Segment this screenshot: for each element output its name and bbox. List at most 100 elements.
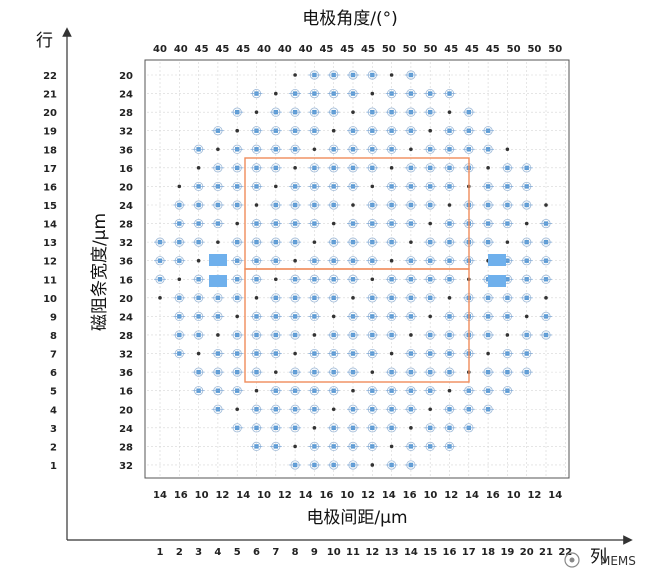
electrode-marker (250, 218, 263, 229)
electrode-marker (289, 404, 302, 414)
electrode-marker (312, 333, 317, 337)
electrode-marker (177, 277, 182, 282)
electrode-marker (501, 348, 514, 359)
electrode-marker (505, 333, 510, 337)
electrode-marker (274, 184, 278, 189)
electrode-marker (327, 441, 340, 451)
electrode-marker (366, 144, 379, 154)
spacing-tick-label: 14 (299, 490, 313, 501)
electrode-marker (211, 311, 224, 322)
electrode-marker (269, 330, 282, 340)
spacing-tick-label: 12 (527, 490, 541, 501)
angle-tick-label: 50 (403, 44, 417, 55)
electrode-marker (327, 200, 340, 210)
column-number-label: 8 (292, 547, 299, 558)
electrode-marker (424, 107, 437, 117)
column-number-label: 12 (365, 547, 379, 558)
width-tick-label: 24 (119, 312, 133, 323)
electrode-marker (462, 126, 475, 136)
electrode-marker (192, 367, 205, 377)
electrode-marker (501, 386, 514, 396)
electrode-marker (370, 91, 375, 96)
electrode-marker (366, 311, 379, 322)
electrode-marker (196, 166, 201, 170)
width-tick-label: 20 (119, 71, 133, 82)
electrode-marker (424, 237, 437, 247)
width-tick-label: 20 (119, 294, 133, 305)
electrode-marker (501, 311, 514, 322)
electrode-marker (443, 218, 456, 229)
angle-tick-label: 40 (278, 44, 292, 55)
electrode-marker (347, 274, 359, 284)
electrode-marker (482, 293, 495, 303)
electrode-marker (274, 277, 278, 282)
electrode-marker (308, 311, 321, 322)
width-tick-label: 28 (119, 220, 133, 231)
electrode-marker (308, 348, 321, 359)
electrode-marker (231, 348, 244, 359)
electrode-marker (269, 348, 282, 359)
row-number-label: 7 (50, 350, 57, 361)
electrode-marker (482, 311, 495, 322)
electrode-marker (235, 128, 239, 133)
electrode-marker (389, 351, 394, 356)
electrode-marker (404, 107, 417, 117)
electrode-marker (231, 256, 244, 266)
angle-tick-label: 50 (548, 44, 562, 55)
spacing-tick-label: 10 (257, 490, 271, 501)
width-tick-label: 28 (119, 108, 133, 119)
electrode-marker (404, 126, 417, 136)
width-tick-label: 36 (119, 257, 133, 268)
electrode-marker (250, 237, 263, 247)
electrode-marker (196, 258, 201, 263)
electrode-marker (269, 311, 282, 322)
electrode-marker (289, 237, 302, 247)
electrode-marker (254, 203, 259, 207)
width-tick-label: 28 (119, 331, 133, 342)
electrode-marker (385, 423, 398, 433)
width-tick-label: 32 (119, 350, 133, 361)
electrode-marker (250, 423, 263, 433)
column-number-label: 14 (404, 547, 418, 558)
electrode-marker (424, 200, 437, 210)
electrode-marker (482, 404, 495, 414)
electrode-marker (250, 274, 263, 284)
electrode-marker (327, 163, 340, 173)
column-number-label: 18 (481, 547, 495, 558)
electrode-marker (192, 330, 205, 340)
electrode-marker (347, 367, 359, 377)
electrode-marker (447, 110, 452, 114)
electrode-marker (424, 423, 437, 433)
spacing-tick-label: 10 (507, 490, 521, 501)
electrode-marker (173, 293, 186, 303)
electrode-marker (289, 107, 302, 117)
electrode-marker (462, 144, 475, 154)
column-number-label: 7 (272, 547, 279, 558)
spacing-tick-label: 16 (174, 490, 188, 501)
electrode-marker (289, 367, 302, 377)
electrode-marker (404, 181, 417, 192)
electrode-marker (443, 126, 456, 136)
electrode-marker (347, 311, 359, 322)
electrode-marker (424, 293, 437, 303)
column-number-label: 16 (443, 547, 457, 558)
electrode-marker (254, 110, 259, 114)
electrode-marker (327, 423, 340, 433)
electrode-marker (211, 293, 224, 303)
spacing-tick-label: 14 (153, 490, 167, 501)
electrode-marker (308, 274, 321, 284)
electrode-marker (250, 144, 263, 154)
electrode-marker (424, 88, 437, 99)
electrode-marker (404, 88, 417, 99)
electrode-marker (327, 107, 340, 117)
electrode-marker (308, 200, 321, 210)
electrode-marker (385, 88, 398, 99)
electrode-marker (293, 351, 297, 356)
electrode-marker (404, 386, 417, 396)
electrode-marker (173, 237, 186, 247)
electrode-marker (173, 330, 186, 340)
electrode-marker (293, 258, 297, 263)
spacing-tick-label: 12 (215, 490, 229, 501)
electrode-marker (289, 88, 302, 99)
